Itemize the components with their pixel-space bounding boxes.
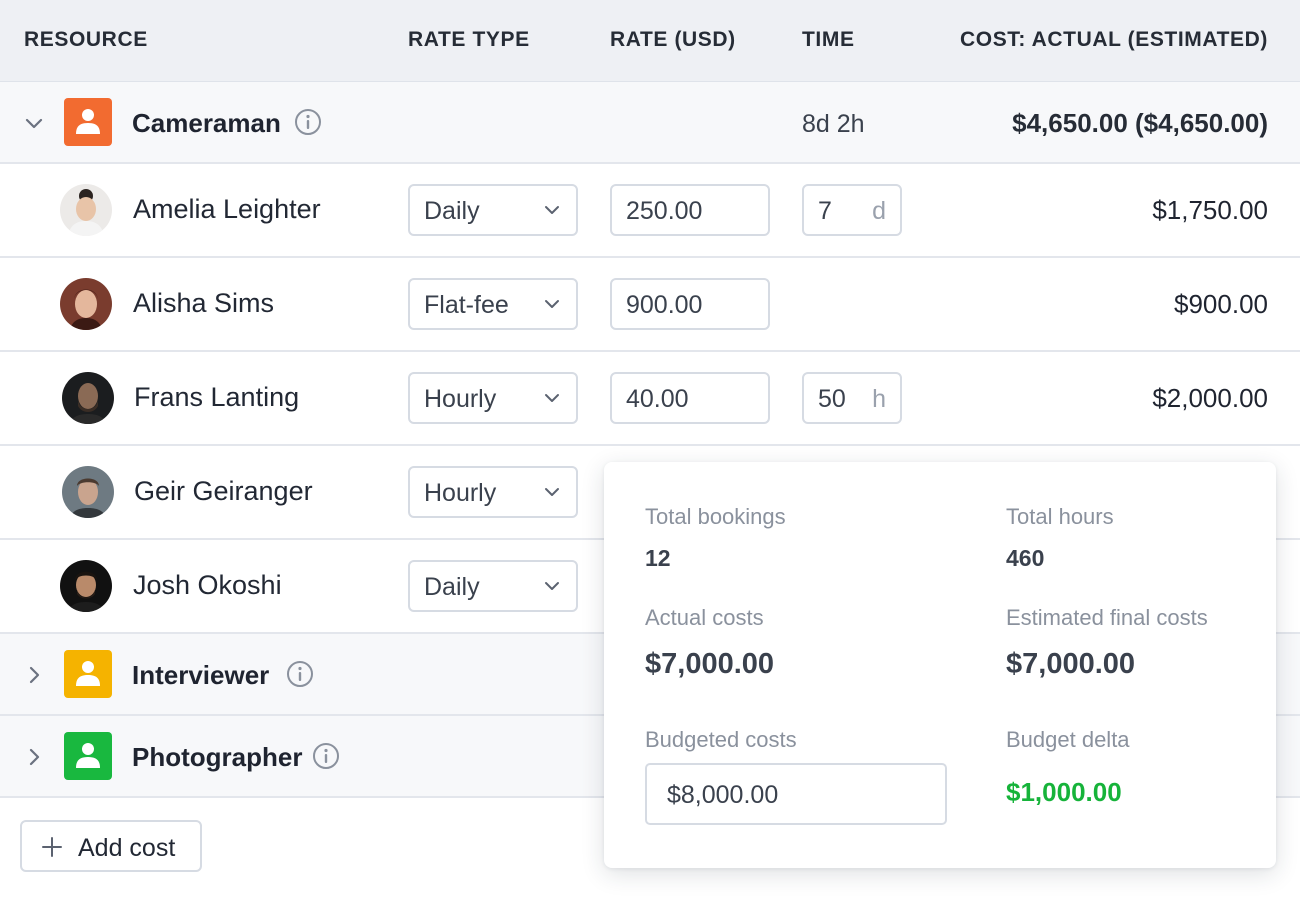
avatar: [62, 466, 114, 518]
info-icon[interactable]: [294, 108, 322, 136]
budgeted-costs-input[interactable]: $8,000.00: [645, 763, 947, 825]
chevron-right-icon[interactable]: [22, 663, 46, 687]
actual-costs-label: Actual costs: [645, 605, 764, 630]
budget-delta-value: $1,000.00: [1006, 777, 1122, 807]
person-name: Josh Okoshi: [133, 570, 282, 600]
chevron-down-icon[interactable]: [22, 111, 46, 135]
rate-input[interactable]: 40.00: [610, 372, 770, 424]
rate-type-select[interactable]: Flat-fee: [408, 278, 578, 330]
resource-person-icon: [64, 98, 112, 146]
header-resource: RESOURCE: [24, 28, 148, 51]
person-name: Alisha Sims: [133, 288, 275, 318]
total-hours-label: Total hours: [1006, 504, 1114, 529]
total-hours-value: 460: [1006, 545, 1045, 571]
add-cost-label: Add cost: [78, 834, 176, 862]
rate-type-select[interactable]: Daily: [408, 184, 578, 236]
estimated-final-label: Estimated final costs: [1006, 605, 1208, 630]
group-name: Interviewer: [132, 660, 270, 690]
header-rate: RATE (USD): [610, 28, 736, 51]
rate-type-select[interactable]: Hourly: [408, 466, 578, 518]
table-header: RESOURCE RATE TYPE RATE (USD) TIME COST:…: [0, 0, 1300, 82]
row-cost: $900.00: [1174, 289, 1268, 319]
chevron-down-icon: [545, 300, 559, 308]
resource-person-icon: [64, 732, 112, 780]
actual-costs-value: $7,000.00: [645, 648, 775, 680]
person-name: Frans Lanting: [134, 382, 300, 412]
group-name: Photographer: [132, 742, 303, 772]
row-cost: $1,750.00: [1152, 195, 1268, 225]
row-cost: $2,000.00: [1152, 383, 1268, 413]
group-name: Cameraman: [132, 108, 281, 138]
person-name: Geir Geiranger: [134, 476, 313, 506]
group-cost: $4,650.00 ($4,650.00): [1012, 108, 1268, 138]
time-input[interactable]: 7 d: [802, 184, 902, 236]
group-row-cameraman[interactable]: Cameraman 8d 2h $4,650.00 ($4,650.00): [0, 82, 1300, 164]
rate-input[interactable]: 250.00: [610, 184, 770, 236]
add-cost-button[interactable]: Add cost: [20, 820, 202, 872]
budget-delta-label: Budget delta: [1006, 727, 1130, 752]
rate-input[interactable]: 900.00: [610, 278, 770, 330]
total-bookings-label: Total bookings: [645, 504, 786, 529]
group-time: 8d 2h: [802, 110, 865, 138]
chevron-down-icon: [545, 488, 559, 496]
rate-type-select[interactable]: Daily: [408, 560, 578, 612]
info-icon[interactable]: [312, 742, 340, 770]
time-input[interactable]: 50 h: [802, 372, 902, 424]
header-rate-type: RATE TYPE: [408, 28, 530, 51]
avatar: [60, 278, 112, 330]
header-time: TIME: [802, 28, 855, 51]
avatar: [60, 560, 112, 612]
chevron-down-icon: [545, 206, 559, 214]
plus-icon: [42, 837, 62, 857]
estimated-final-value: $7,000.00: [1006, 648, 1136, 680]
info-icon[interactable]: [286, 660, 314, 688]
table-row: Amelia Leighter Daily 250.00 7 d $1,750.…: [0, 164, 1300, 258]
total-bookings-value: 12: [645, 545, 671, 571]
rate-type-select[interactable]: Hourly: [408, 372, 578, 424]
cost-summary-popover: Total bookings 12 Total hours 460 Actual…: [604, 462, 1276, 868]
header-cost: COST: ACTUAL (ESTIMATED): [960, 28, 1268, 51]
chevron-down-icon: [545, 582, 559, 590]
avatar: [62, 372, 114, 424]
person-name: Amelia Leighter: [133, 194, 321, 224]
resource-person-icon: [64, 650, 112, 698]
table-row: Frans Lanting Hourly 40.00 50 h $2,000.0…: [0, 352, 1300, 446]
table-row: Alisha Sims Flat-fee 900.00 $900.00: [0, 258, 1300, 352]
chevron-right-icon[interactable]: [22, 745, 46, 769]
chevron-down-icon: [545, 394, 559, 402]
avatar: [60, 184, 112, 236]
budgeted-costs-label: Budgeted costs: [645, 727, 797, 752]
